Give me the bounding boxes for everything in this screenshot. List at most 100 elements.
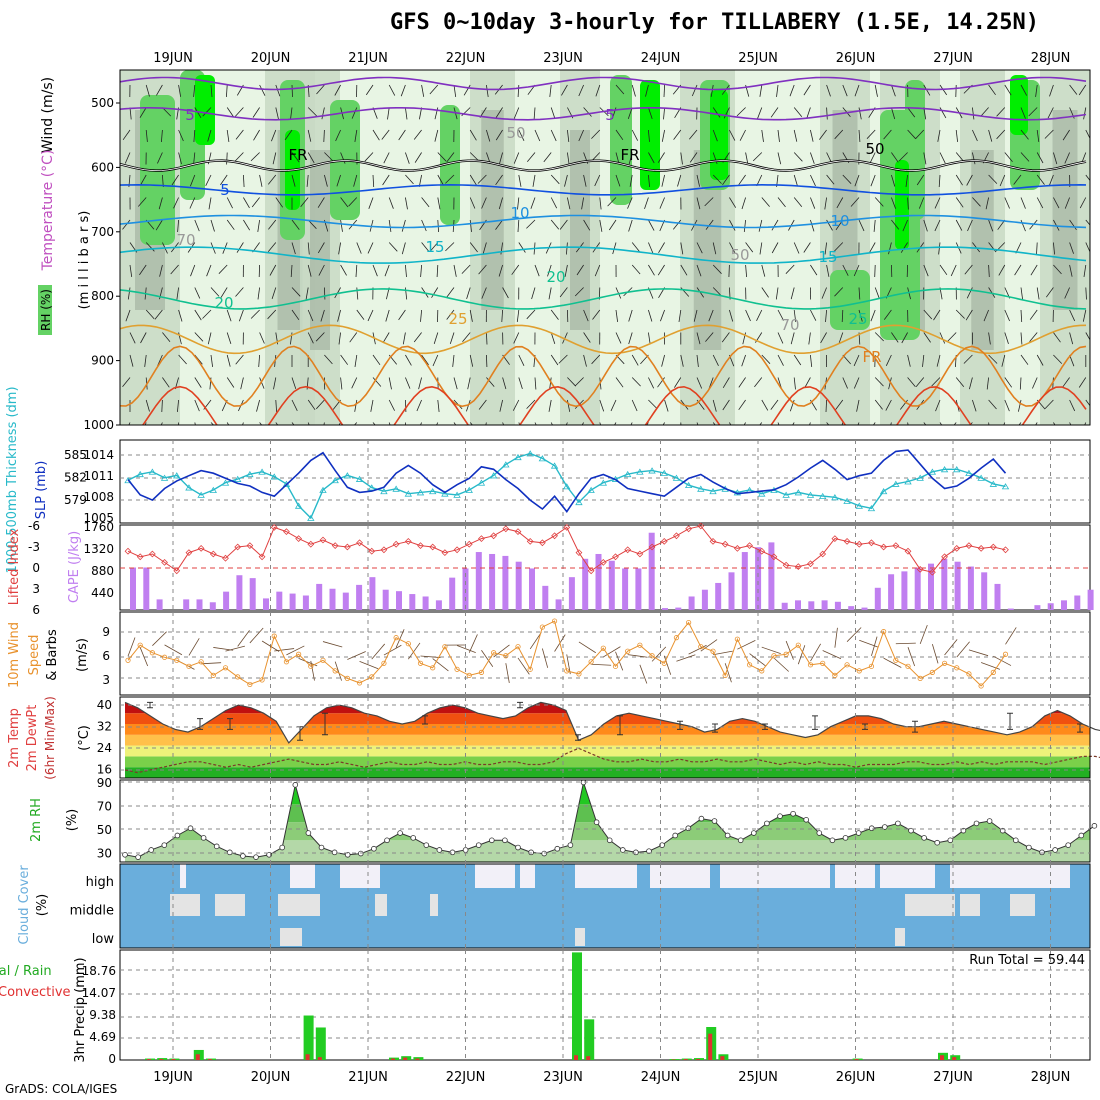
wind-barb xyxy=(743,422,746,425)
wind-barb xyxy=(615,287,622,299)
wind10m-barb xyxy=(859,639,879,648)
cape-bar xyxy=(276,591,283,610)
rh2m-point xyxy=(122,851,128,858)
temperature-contour xyxy=(120,183,1087,196)
wind-barb xyxy=(340,377,343,390)
cloud-middle-clear xyxy=(300,894,320,916)
lifted-index-point xyxy=(941,553,948,561)
wind-barb xyxy=(268,219,277,230)
wind-barb xyxy=(365,84,374,96)
wind-barb xyxy=(305,287,309,300)
wind-barb xyxy=(696,197,701,210)
wind-barb xyxy=(259,332,265,344)
wind-barb xyxy=(645,84,649,97)
wind-barb xyxy=(275,399,277,413)
wind-barb xyxy=(453,84,457,97)
wind-barb xyxy=(405,197,408,210)
wind-barb xyxy=(139,107,147,118)
wind10m-barb xyxy=(201,662,222,665)
wind-barb xyxy=(972,197,981,207)
precip-convective-bar xyxy=(147,1059,151,1060)
temp-minmax-whisker xyxy=(712,723,718,733)
wind-barb xyxy=(955,174,963,186)
wind-barb xyxy=(578,84,584,97)
wind-barb xyxy=(307,152,315,164)
wind-barb xyxy=(194,219,200,232)
wind-barb xyxy=(777,332,784,344)
date-label-bottom: 25JUN xyxy=(738,1070,778,1085)
wind-barb xyxy=(259,84,266,96)
wind-barb xyxy=(1020,332,1023,345)
wind-barb xyxy=(806,107,811,120)
wind-barb xyxy=(437,399,440,412)
temp-minmax-whisker xyxy=(1077,723,1083,733)
lifted-index-point xyxy=(185,549,193,556)
wind-barb xyxy=(922,354,925,367)
wind10m-point xyxy=(917,675,923,682)
wind-barb xyxy=(512,399,520,411)
wind-barb xyxy=(691,84,698,97)
lifted-index-point xyxy=(502,525,510,533)
precip-convective-bar xyxy=(683,1059,688,1060)
wind-barb xyxy=(1018,399,1022,412)
rh2m-point xyxy=(187,825,194,832)
wind-barb xyxy=(259,422,263,425)
wind-barb xyxy=(902,219,908,232)
wind10m-barb xyxy=(663,655,672,675)
lifted-index-point xyxy=(307,540,315,548)
rh2m-frame xyxy=(119,779,1091,863)
wind-barb xyxy=(1004,377,1013,388)
wind-barb xyxy=(543,152,552,163)
temp-units: (°C) xyxy=(77,725,92,751)
thickness-point xyxy=(368,484,376,491)
wind-barb xyxy=(210,354,213,367)
wind-barb xyxy=(1020,197,1026,209)
wind-barb xyxy=(549,84,552,97)
wind-barb xyxy=(985,197,989,210)
lifted-index-point xyxy=(880,543,888,551)
wind-barb xyxy=(337,309,341,322)
wind-barb xyxy=(351,377,358,389)
cape-bar xyxy=(954,561,961,610)
wind-barb xyxy=(1004,197,1010,209)
wind10m-point xyxy=(125,657,131,663)
wind-barb xyxy=(170,264,179,275)
wind-barb xyxy=(1069,264,1073,277)
wind-barb xyxy=(381,129,390,140)
cape-bar xyxy=(342,592,349,610)
rh2m-units: (%) xyxy=(65,809,80,832)
wind-barb xyxy=(648,107,653,120)
wind-barb xyxy=(145,242,155,252)
wind10m-point xyxy=(844,662,850,668)
rh2m-point xyxy=(1091,823,1098,829)
wind-barb xyxy=(657,264,665,276)
wind-barb xyxy=(291,84,293,98)
wind10m-point xyxy=(356,680,363,686)
thickness-point xyxy=(599,479,608,486)
wind10m-barb xyxy=(603,646,621,658)
wind-barb xyxy=(754,377,763,388)
wind-barb xyxy=(696,354,699,367)
lifted-index-point xyxy=(526,538,534,545)
wind-barb xyxy=(178,129,184,142)
cape-bar xyxy=(635,568,642,610)
wind-barb xyxy=(157,354,163,367)
wind-barb xyxy=(723,107,730,119)
wind10m-frame xyxy=(119,611,1091,696)
date-label-bottom: 28JUN xyxy=(1031,1070,1071,1085)
wind10m-point xyxy=(746,662,753,668)
thickness-point xyxy=(709,487,717,495)
wind-barb xyxy=(678,309,682,322)
wind-barb xyxy=(1013,174,1022,185)
thickness-point xyxy=(904,478,912,485)
wind-barb xyxy=(567,129,570,142)
wind-barb xyxy=(124,152,131,164)
rh2m-point xyxy=(161,842,168,848)
wind-barb xyxy=(712,129,718,142)
wind-barb xyxy=(729,197,737,208)
wind-barb xyxy=(122,219,131,230)
thickness-point xyxy=(563,483,571,490)
wind-barb xyxy=(517,84,520,98)
wind-barb xyxy=(446,287,455,298)
wind-barb xyxy=(267,242,277,253)
